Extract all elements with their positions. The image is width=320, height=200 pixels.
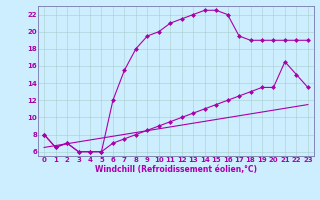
X-axis label: Windchill (Refroidissement éolien,°C): Windchill (Refroidissement éolien,°C) xyxy=(95,165,257,174)
